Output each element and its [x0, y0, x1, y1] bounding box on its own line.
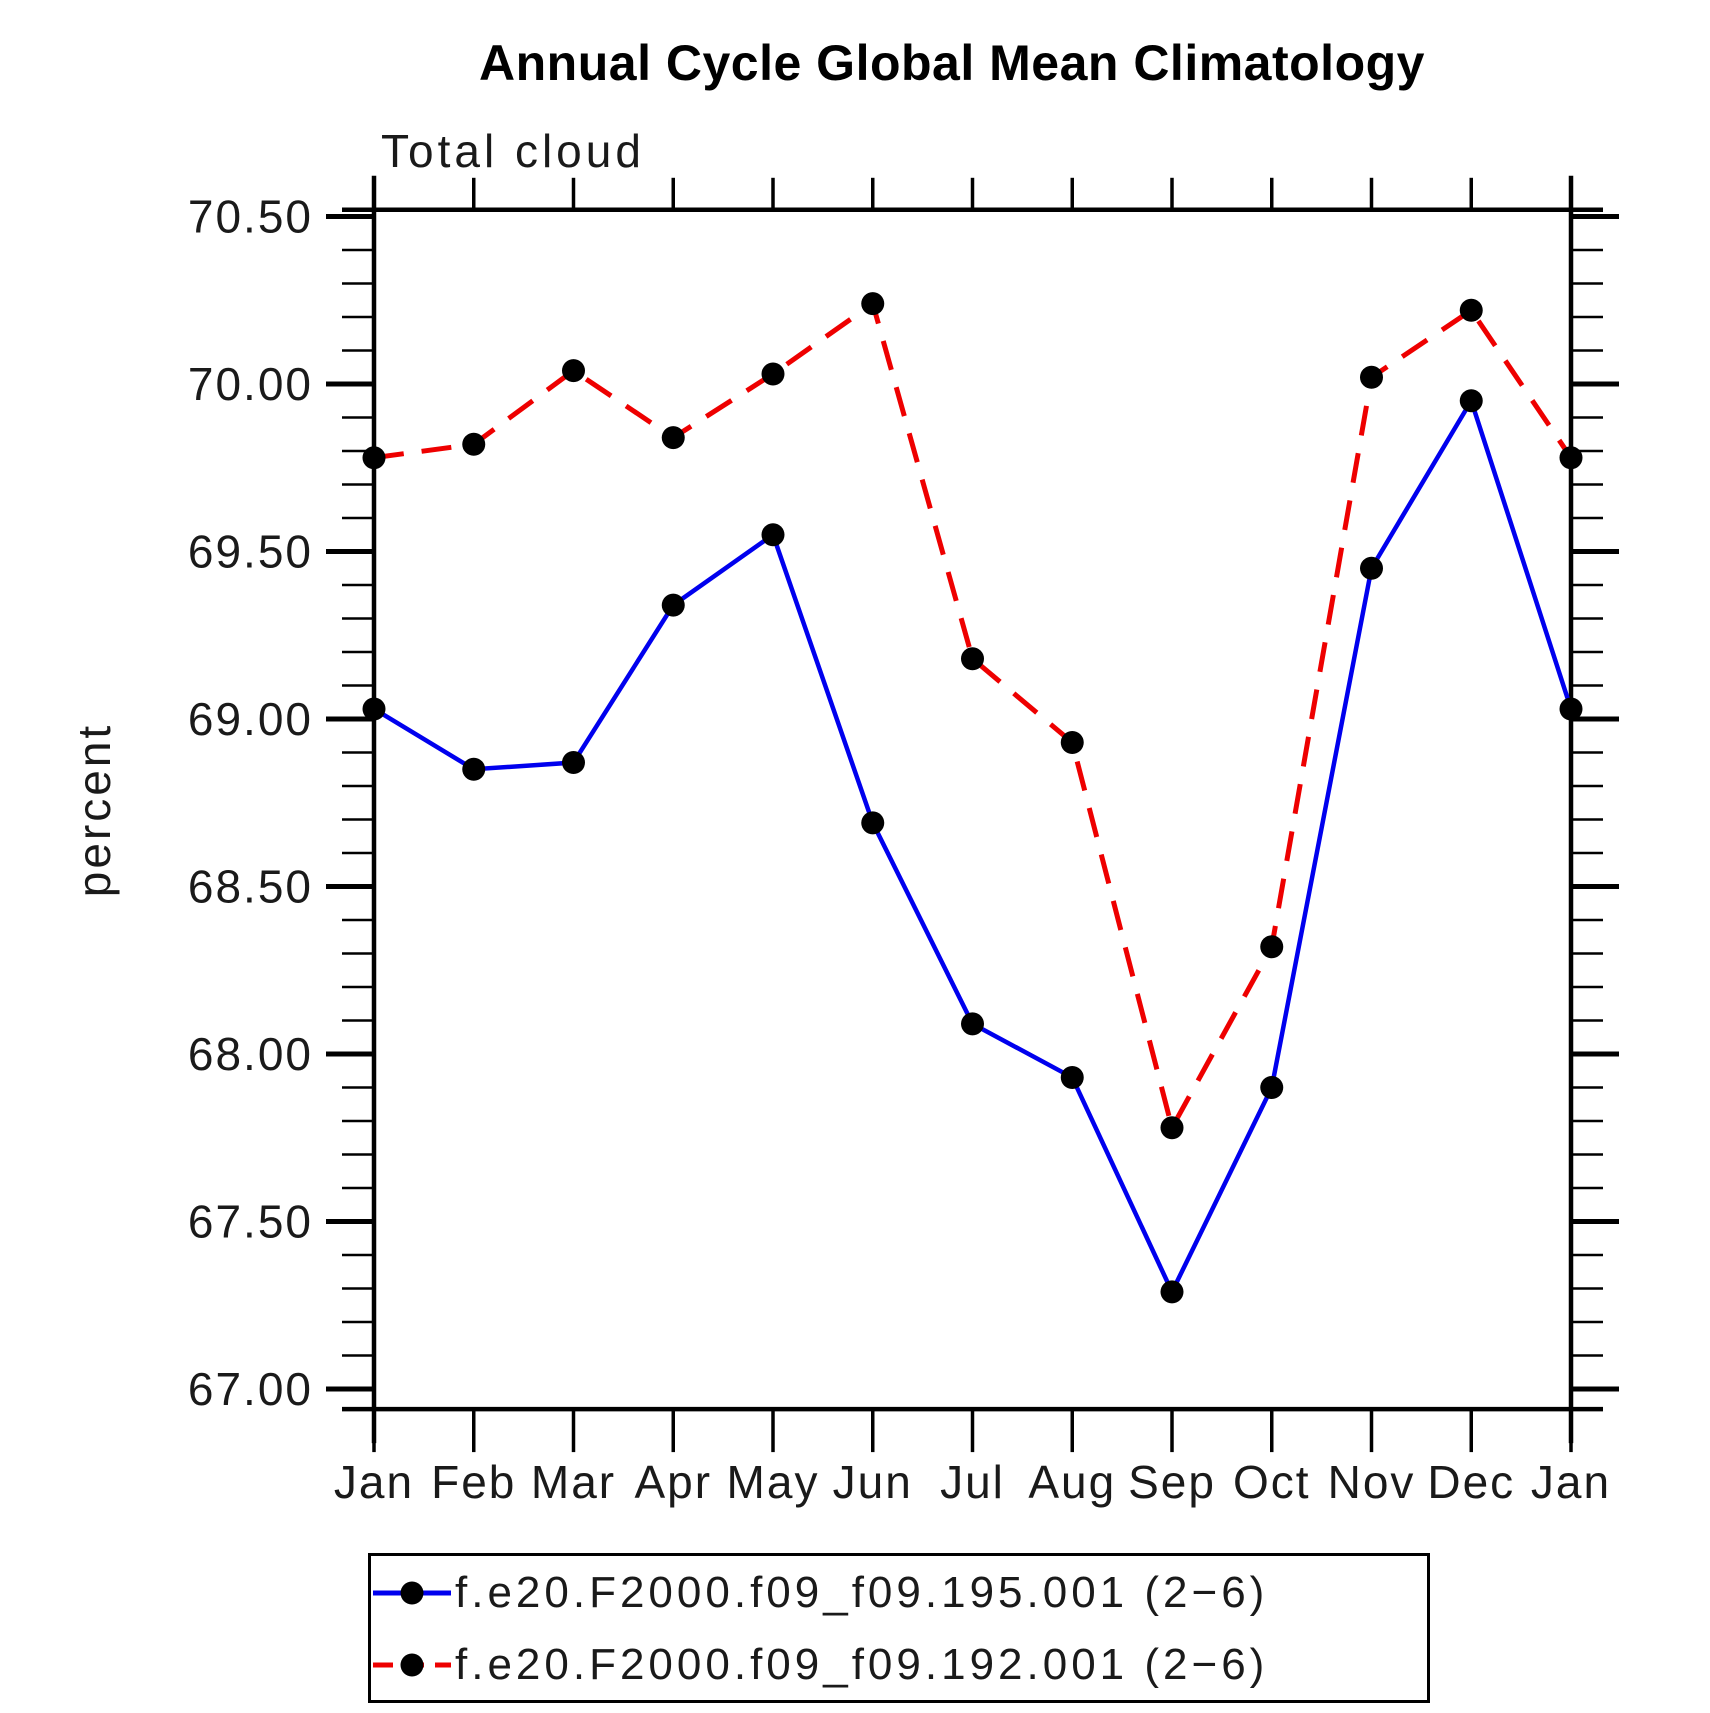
x-tick-label: Sep [1128, 1456, 1216, 1508]
legend-key-dashed-line-icon [373, 1653, 451, 1677]
chart-subtitle: Total cloud [381, 125, 645, 177]
data-point-marker [462, 432, 486, 456]
data-point-marker [761, 523, 785, 547]
data-point-marker [961, 647, 984, 671]
legend-label: f.e20.F2000.f09_f09.192.001 (2−6) [455, 1640, 1269, 1689]
data-point-marker [1060, 730, 1084, 754]
legend-key-solid-line-icon [373, 1581, 451, 1605]
data-point-marker [562, 751, 585, 775]
x-tick-label: Mar [531, 1456, 616, 1508]
data-point-marker [661, 426, 685, 450]
y-tick-label: 69.00 [188, 693, 313, 745]
data-point-marker [1360, 365, 1383, 389]
x-tick-label: Jul [940, 1456, 1005, 1508]
legend: f.e20.F2000.f09_f09.195.001 (2−6) f.e20.… [368, 1553, 1430, 1703]
chart-title: Annual Cycle Global Mean Climatology [479, 35, 1425, 91]
x-tick-label: Oct [1233, 1456, 1311, 1508]
data-point-marker [362, 697, 386, 721]
x-tick-label: Feb [431, 1456, 516, 1508]
data-point-marker [1559, 697, 1583, 721]
data-point-marker [1459, 298, 1483, 322]
y-tick-label: 67.50 [188, 1196, 313, 1248]
data-point-marker [961, 1012, 984, 1036]
data-point-marker [1459, 389, 1483, 413]
y-tick-label: 67.00 [188, 1363, 313, 1415]
data-point-marker [1160, 1116, 1184, 1140]
legend-item-series-195: f.e20.F2000.f09_f09.195.001 (2−6) [373, 1568, 1268, 1618]
data-point-marker [1260, 935, 1284, 959]
data-point-marker [861, 292, 885, 316]
data-point-marker [1160, 1280, 1184, 1304]
data-point-marker [562, 359, 585, 383]
data-point-marker [861, 811, 885, 835]
y-tick-label: 70.00 [188, 358, 313, 410]
data-point-marker [761, 362, 785, 386]
y-tick-label: 69.50 [188, 526, 313, 578]
data-point-marker [661, 593, 685, 617]
data-point-marker [1060, 1065, 1084, 1089]
y-tick-label: 68.00 [188, 1028, 313, 1080]
x-tick-label: Jan [1531, 1456, 1611, 1508]
series-line [372, 395, 1574, 1298]
series-line [373, 299, 1574, 1135]
x-tick-label: Aug [1028, 1456, 1116, 1508]
x-tick-label: Jun [833, 1456, 913, 1508]
x-tick-label: Dec [1427, 1456, 1515, 1508]
data-point-marker [1260, 1076, 1284, 1099]
legend-label: f.e20.F2000.f09_f09.195.001 (2−6) [455, 1568, 1269, 1617]
series-dashed [362, 292, 1583, 1140]
data-point-marker [362, 446, 386, 470]
data-point-marker [1360, 556, 1383, 580]
data-point-marker [1559, 446, 1583, 470]
axis-tick-labels: 67.00 67.50 68.00 68.50 69.00 69.50 70.00 70.50… [188, 191, 1611, 1509]
x-tick-label: May [727, 1456, 820, 1508]
x-tick-label: Jan [334, 1456, 414, 1508]
data-point-marker [462, 757, 486, 781]
y-tick-label: 70.50 [188, 191, 313, 243]
axes [326, 175, 1619, 1453]
series-solid [362, 389, 1583, 1304]
y-tick-label: 68.50 [188, 861, 313, 913]
x-tick-label: Apr [634, 1456, 712, 1508]
x-tick-label: Nov [1328, 1456, 1416, 1508]
legend-item-series-192: f.e20.F2000.f09_f09.192.001 (2−6) [373, 1640, 1268, 1690]
